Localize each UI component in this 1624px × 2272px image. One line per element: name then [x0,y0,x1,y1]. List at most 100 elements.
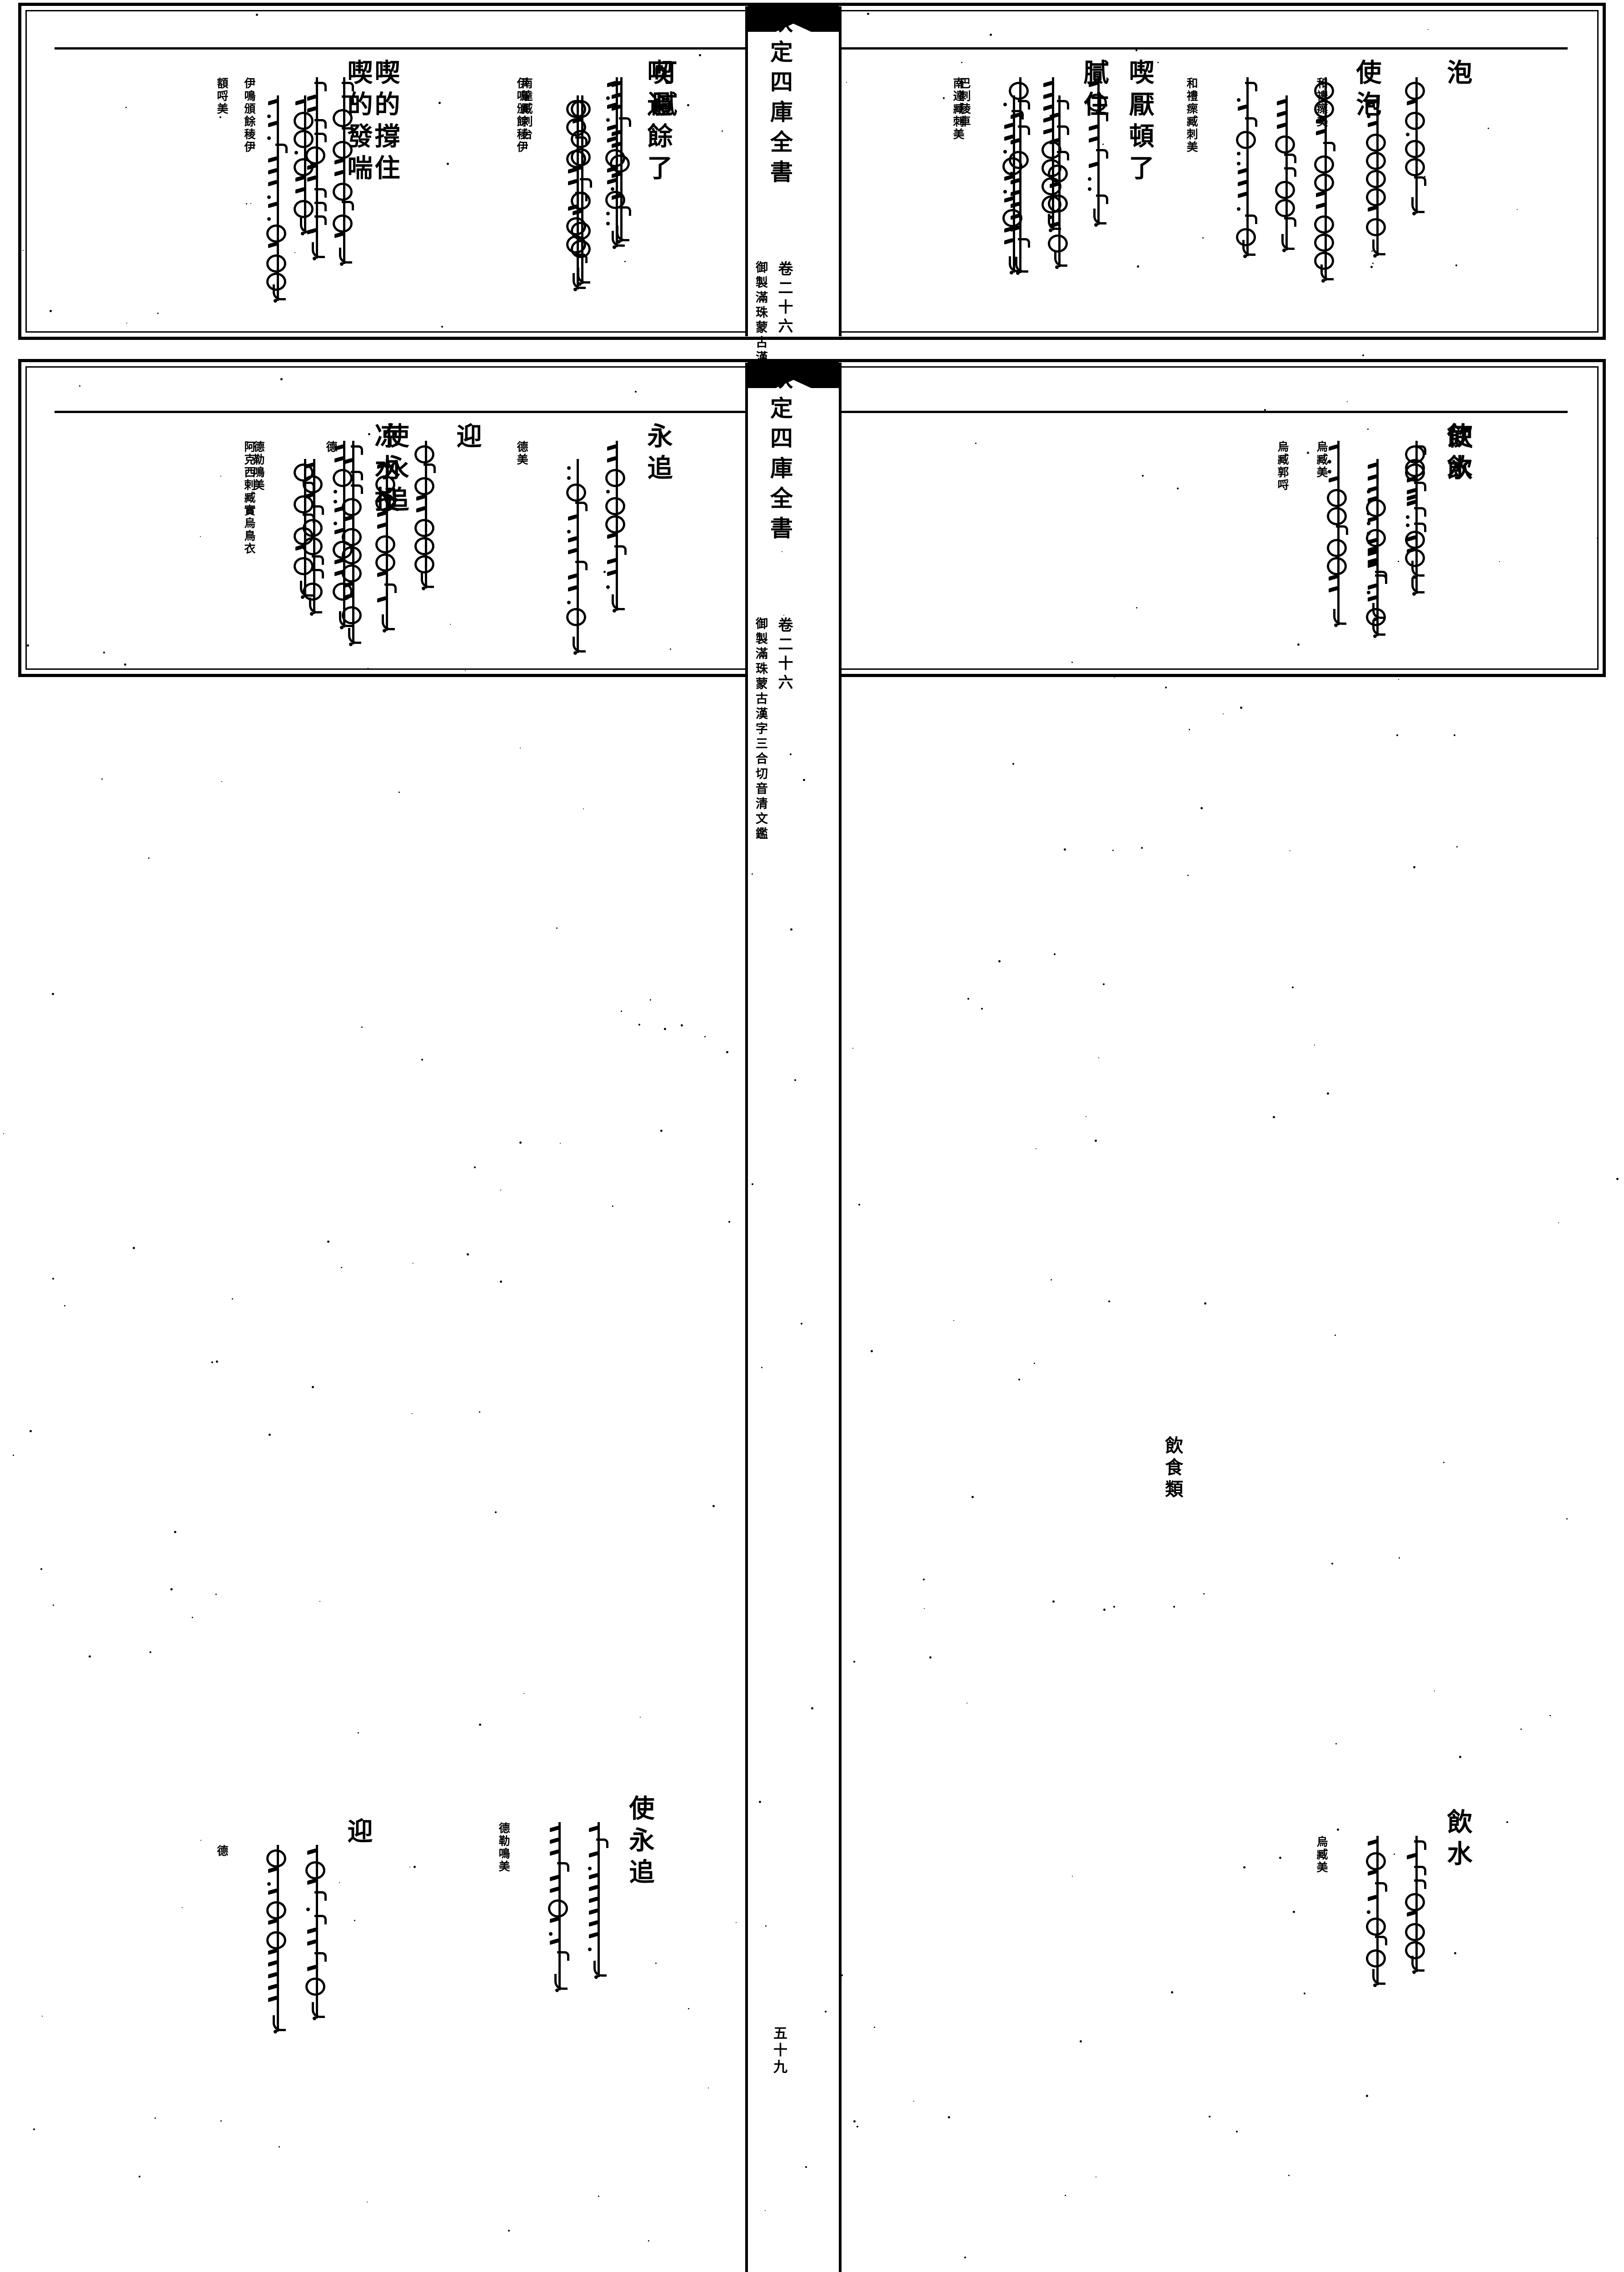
scan-speck [1488,128,1489,129]
script-tail [1372,239,1385,255]
script-hook [1414,507,1426,517]
scan-speck [1293,1911,1295,1913]
scan-speck [971,1496,974,1498]
script-bow [333,583,353,601]
script-hook [1057,100,1069,110]
script-bow [605,515,625,533]
scan-speck [441,326,443,328]
scan-speck [1335,1743,1337,1744]
manchu-script-word-1-0 [1405,441,1426,596]
script-dot [267,217,271,221]
scan-speck [990,34,992,36]
script-hook [314,215,327,225]
entry-headword: 永追 [643,423,673,486]
scan-speck [1137,265,1139,268]
script-final-dot [310,612,314,616]
fold-column-upper: 欽定四庫全書卷二十六御製滿珠蒙古漢字三合切音清文鑑五十八 [745,4,842,747]
scan-speck [961,62,962,63]
script-bow [1366,134,1386,152]
manchu-script-word-b0-1 [1366,1836,1387,1987]
script-hook [1375,571,1387,580]
script-hook [314,133,327,142]
script-hook [1018,100,1030,110]
script-final-dot [613,245,616,249]
script-hook [423,463,436,473]
scan-speck [1394,1853,1395,1855]
scan-speck [655,1963,657,1964]
script-dot [267,195,271,199]
fold-volume-label: 卷二十六 [776,617,793,693]
entry-headword: 喫的發喘 [343,59,373,186]
script-dot [334,500,337,503]
scan-speck [1337,1829,1339,1831]
script-final-dot [274,2030,277,2033]
script-dot [294,151,298,154]
script-tail [1411,1956,1425,1972]
scan-speck [1173,1606,1175,1608]
scan-speck [42,2016,43,2017]
script-bow [571,222,591,240]
scan-speck [913,2101,914,2102]
fold-volume-label: 卷二十六 [776,261,793,337]
manchu-script-word-5-1 [1048,95,1069,269]
scan-speck [220,476,221,477]
script-dot [549,1932,553,1936]
script-bow [1366,1918,1386,1936]
entry-headword: 使泡 [1352,59,1382,123]
script-final-dot [555,1988,559,1992]
script-bow [414,537,434,555]
script-dot [567,601,571,604]
scan-speck [1201,807,1203,809]
manchu-script-word-1-1 [1366,459,1387,638]
script-final-dot [1373,254,1377,258]
fold-column-lower: 欽定四庫全書 卷二十六 御製滿珠蒙古漢字三合切音清文鑑 五十九 [745,360,842,2272]
scan-speck [1072,1876,1073,1877]
script-bow [375,535,395,553]
scan-speck [1034,1363,1035,1364]
fold-work-title: 御製滿珠蒙古漢字三合切音清文鑑 [753,617,767,842]
manchu-script-word-4-2 [1236,77,1257,258]
script-hook [1245,214,1257,224]
scan-speck [133,1247,135,1249]
script-spine [577,459,579,653]
script-hook [314,1952,327,1962]
scan-speck [794,1079,796,1081]
script-bow [1314,215,1334,234]
scan-speck [841,1974,843,1976]
script-final-dot [1412,1970,1416,1974]
scan-speck [943,97,945,99]
entry-transliteration: 德勒鳴美 [497,1822,510,1873]
script-bow [305,1861,325,1879]
entry-transliteration: 烏臧美 [1315,441,1328,479]
entry-transliteration: 德勒鳴美 [252,441,265,492]
entry-headword: 喫厭頓了 [1125,59,1155,186]
script-dot [1367,512,1370,515]
script-bow [266,1901,286,1919]
script-tail [300,217,313,233]
scan-speck [712,1505,715,1507]
script-bow [1405,549,1425,567]
script-dot [1406,515,1410,519]
scan-speck [805,2166,807,2168]
script-dot [567,476,571,480]
script-tail [309,598,322,613]
script-bow [1405,140,1425,158]
script-dot [1237,98,1240,102]
scan-speck [1236,2131,1238,2132]
scan-speck [450,624,451,625]
script-bow [414,445,434,463]
scan-speck [1597,538,1598,539]
script-spine [1246,77,1249,256]
scan-speck [124,663,126,666]
scan-speck [361,1026,363,1028]
script-bow [333,109,353,127]
script-spine [1019,77,1021,273]
script-bow [571,192,591,210]
script-hook [557,1951,569,1961]
scan-speck [246,203,247,204]
script-tail [1411,561,1425,577]
script-bow [1366,529,1386,547]
script-bow [566,608,586,626]
scan-speck [1157,62,1159,63]
scan-speck [250,203,251,204]
